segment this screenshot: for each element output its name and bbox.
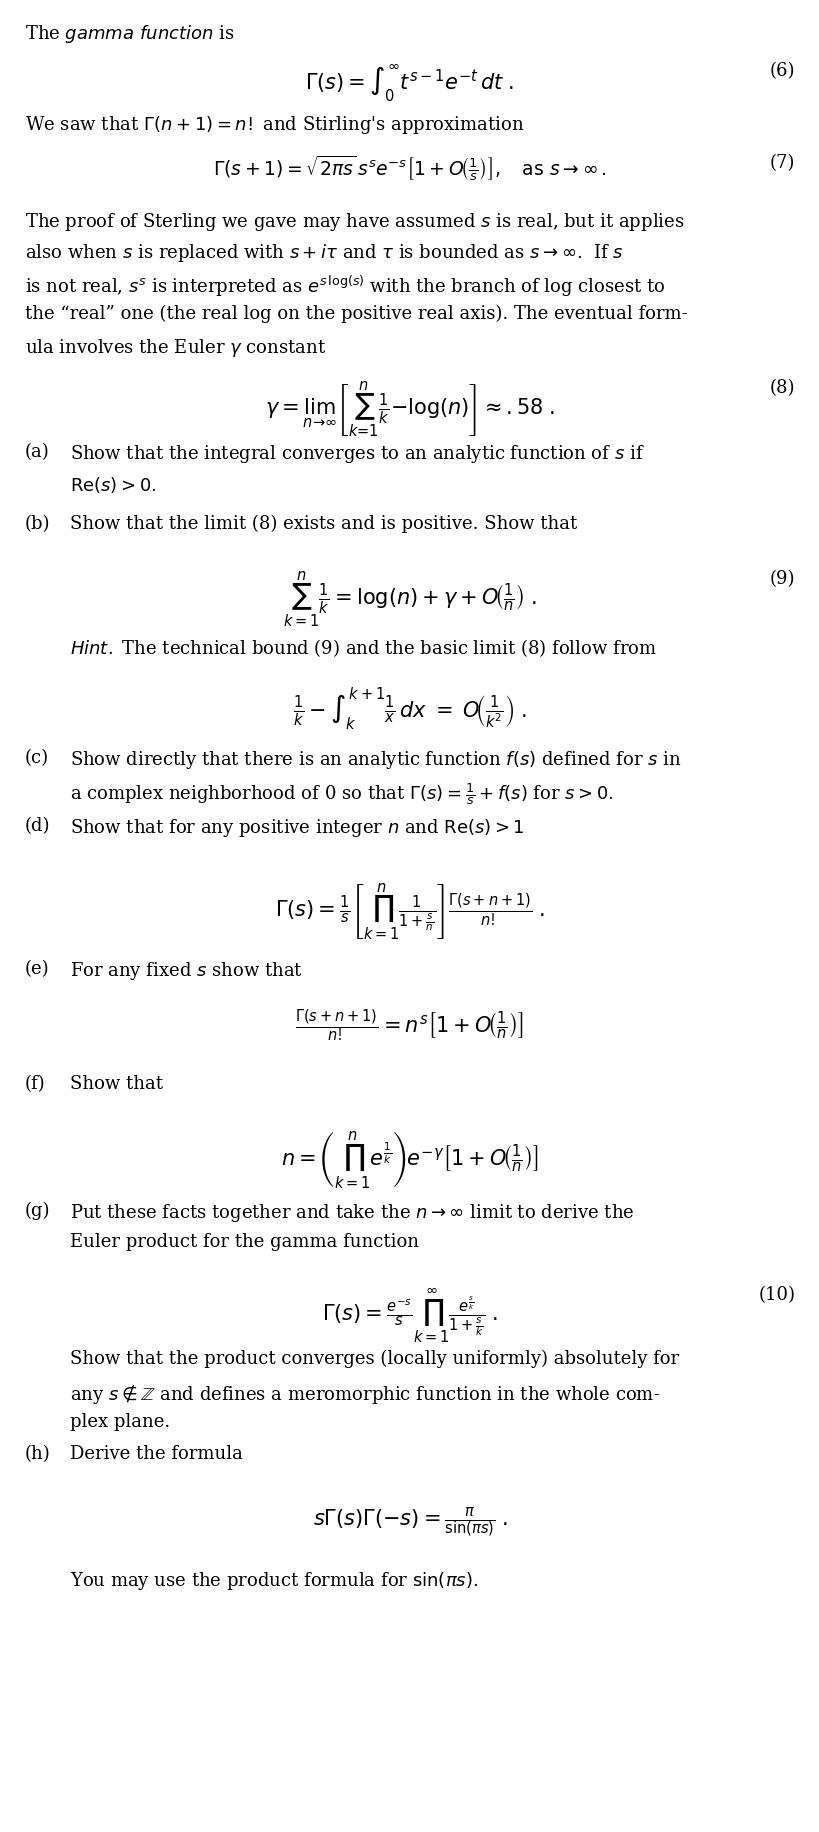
Text: Put these facts together and take the $n \to \infty$ limit to derive the: Put these facts together and take the $n… bbox=[70, 1202, 633, 1224]
Text: (g): (g) bbox=[25, 1202, 50, 1220]
Text: $\frac{\Gamma(s+n+1)}{n!} = n^s\left[1 + O\!\left(\frac{1}{n}\right)\right]$: $\frac{\Gamma(s+n+1)}{n!} = n^s\left[1 +… bbox=[295, 1008, 524, 1044]
Text: Euler product for the gamma function: Euler product for the gamma function bbox=[70, 1233, 419, 1251]
Text: $\it{Hint.}$ The technical bound (9) and the basic limit (8) follow from: $\it{Hint.}$ The technical bound (9) and… bbox=[70, 638, 656, 660]
Text: We saw that $\Gamma(n+1) = n!$ and Stirling's approximation: We saw that $\Gamma(n+1) = n!$ and Stirl… bbox=[25, 114, 523, 136]
Text: The $\it{gamma\ function}$ is: The $\it{gamma\ function}$ is bbox=[25, 22, 234, 46]
Text: also when $s$ is replaced with $s + i\tau$ and $\tau$ is bounded as $s \to \inft: also when $s$ is replaced with $s + i\ta… bbox=[25, 242, 622, 264]
Text: Show directly that there is an analytic function $f(s)$ defined for $s$ in: Show directly that there is an analytic … bbox=[70, 749, 681, 771]
Text: $\frac{1}{k} - \int_k^{k+1}\frac{1}{x}\,dx \;=\; O\!\left(\frac{1}{k^2}\right)\;: $\frac{1}{k} - \int_k^{k+1}\frac{1}{x}\,… bbox=[293, 685, 526, 733]
Text: (7): (7) bbox=[769, 154, 794, 172]
Text: is not real, $s^s$ is interpreted as $e^{s\,\log(s)}$ with the branch of log clo: is not real, $s^s$ is interpreted as $e^… bbox=[25, 273, 664, 299]
Text: (6): (6) bbox=[769, 62, 794, 81]
Text: $n = \left(\prod_{k=1}^{n}e^{\frac{1}{k}}\right)e^{-\gamma}\left[1 + O\!\left(\f: $n = \left(\prod_{k=1}^{n}e^{\frac{1}{k}… bbox=[281, 1129, 538, 1189]
Text: any $s \notin \mathbb{Z}$ and defines a meromorphic function in the whole com-: any $s \notin \mathbb{Z}$ and defines a … bbox=[70, 1381, 659, 1405]
Text: (e): (e) bbox=[25, 960, 49, 978]
Text: (8): (8) bbox=[769, 379, 794, 398]
Text: For any fixed $s$ show that: For any fixed $s$ show that bbox=[70, 960, 302, 982]
Text: $\Gamma(s) = \frac{e^{-s}}{s}\prod_{k=1}^{\infty}\frac{e^{\frac{s}{k}}}{1+\frac{: $\Gamma(s) = \frac{e^{-s}}{s}\prod_{k=1}… bbox=[321, 1286, 498, 1345]
Text: a complex neighborhood of 0 so that $\Gamma(s) = \frac{1}{s} + f(s)$ for $s > 0$: a complex neighborhood of 0 so that $\Ga… bbox=[70, 780, 613, 806]
Text: Show that the integral converges to an analytic function of $s$ if: Show that the integral converges to an a… bbox=[70, 443, 644, 465]
Text: Show that: Show that bbox=[70, 1075, 162, 1094]
Text: (a): (a) bbox=[25, 443, 49, 462]
Text: Show that the limit (8) exists and is positive. Show that: Show that the limit (8) exists and is po… bbox=[70, 515, 577, 533]
Text: Derive the formula: Derive the formula bbox=[70, 1445, 242, 1464]
Text: (b): (b) bbox=[25, 515, 50, 533]
Text: $s\Gamma(s)\Gamma(-s) = \frac{\pi}{\sin(\pi s)}\;.$: $s\Gamma(s)\Gamma(-s) = \frac{\pi}{\sin(… bbox=[312, 1506, 507, 1541]
Text: (9): (9) bbox=[769, 570, 794, 588]
Text: $\Gamma(s) = \frac{1}{s}\left[\prod_{k=1}^{n}\frac{1}{1+\frac{s}{n}}\right]\frac: $\Gamma(s) = \frac{1}{s}\left[\prod_{k=1… bbox=[274, 881, 545, 942]
Text: plex plane.: plex plane. bbox=[70, 1412, 170, 1431]
Text: $\Gamma(s+1) = \sqrt{2\pi s}\, s^s e^{-s}\left[1+O\!\left(\frac{1}{s}\right)\rig: $\Gamma(s+1) = \sqrt{2\pi s}\, s^s e^{-s… bbox=[213, 154, 606, 183]
Text: (10): (10) bbox=[758, 1286, 794, 1304]
Text: You may use the product formula for $\sin(\pi s)$.: You may use the product formula for $\si… bbox=[70, 1570, 477, 1592]
Text: ula involves the Euler $\gamma$ constant: ula involves the Euler $\gamma$ constant bbox=[25, 337, 325, 359]
Text: $\mathrm{Re}(s) > 0$.: $\mathrm{Re}(s) > 0$. bbox=[70, 474, 156, 495]
Text: Show that the product converges (locally uniformly) absolutely for: Show that the product converges (locally… bbox=[70, 1350, 678, 1369]
Text: (d): (d) bbox=[25, 817, 50, 835]
Text: (h): (h) bbox=[25, 1445, 50, 1464]
Text: The proof of Sterling we gave may have assumed $s$ is real, but it applies: The proof of Sterling we gave may have a… bbox=[25, 211, 683, 233]
Text: Show that for any positive integer $n$ and $\mathrm{Re}(s) > 1$: Show that for any positive integer $n$ a… bbox=[70, 817, 523, 839]
Text: (f): (f) bbox=[25, 1075, 45, 1094]
Text: (c): (c) bbox=[25, 749, 48, 768]
Text: the “real” one (the real log on the positive real axis). The eventual form-: the “real” one (the real log on the posi… bbox=[25, 306, 686, 324]
Text: $\gamma = \lim_{n\to\infty}\left[\sum_{k=1}^{n}\frac{1}{k} - \log(n)\right] \app: $\gamma = \lim_{n\to\infty}\left[\sum_{k… bbox=[265, 379, 554, 440]
Text: $\sum_{k=1}^{n}\frac{1}{k} = \log(n) + \gamma + O\!\left(\frac{1}{n}\right)\;.$: $\sum_{k=1}^{n}\frac{1}{k} = \log(n) + \… bbox=[283, 570, 536, 630]
Text: $\Gamma(s) = \int_0^{\infty} t^{s-1}e^{-t}\,dt\;.$: $\Gamma(s) = \int_0^{\infty} t^{s-1}e^{-… bbox=[305, 62, 514, 104]
